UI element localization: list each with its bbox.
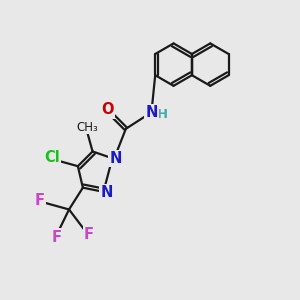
Text: N: N xyxy=(110,151,122,166)
Text: CH₃: CH₃ xyxy=(76,121,98,134)
Text: H: H xyxy=(157,108,168,121)
Text: N: N xyxy=(100,185,112,200)
Text: F: F xyxy=(84,227,94,242)
Text: N: N xyxy=(145,105,158,120)
Text: Cl: Cl xyxy=(44,150,60,165)
Text: F: F xyxy=(52,230,62,245)
Text: F: F xyxy=(35,194,45,208)
Text: O: O xyxy=(102,103,114,118)
